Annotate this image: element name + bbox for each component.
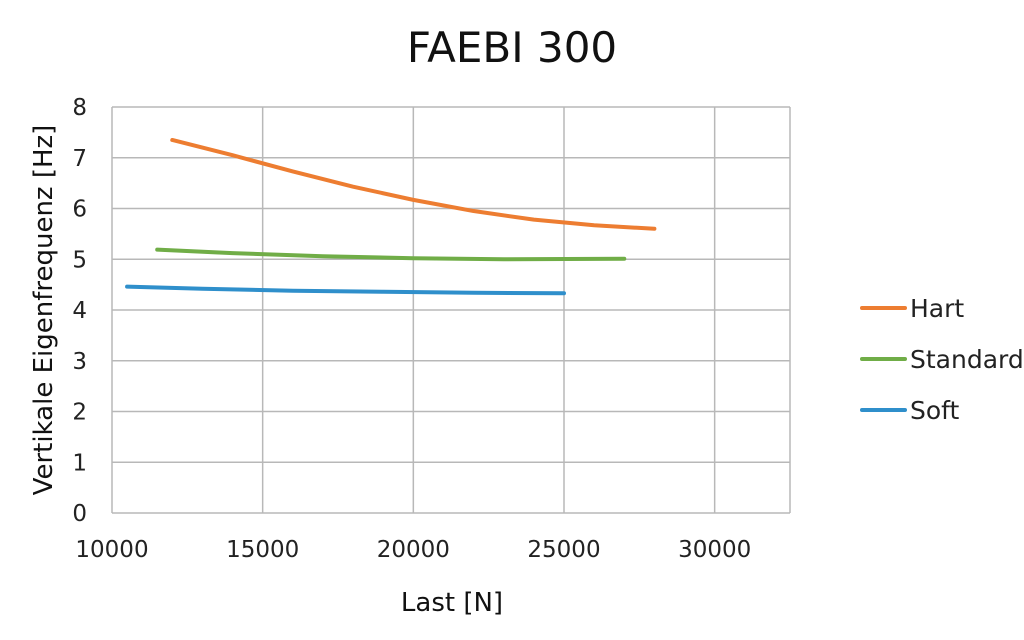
legend-layer: Hart Standard Soft <box>860 294 1024 425</box>
series-line-standard <box>155 247 627 262</box>
x-tick-label: 30000 <box>678 537 751 563</box>
grid-layer <box>111 106 791 514</box>
y-tick-label: 0 <box>72 501 87 527</box>
legend-label-hart: Hart <box>910 294 964 323</box>
y-tick-label: 4 <box>72 298 87 324</box>
series-line-soft <box>125 284 566 296</box>
y-tick-label: 2 <box>72 400 87 426</box>
y-axis-label: Vertikale Eigenfrequenz [Hz] <box>29 125 59 496</box>
series-layer <box>125 137 657 296</box>
x-tick-label: 15000 <box>226 537 299 563</box>
y-tick-label: 7 <box>72 146 87 172</box>
y-tick-label: 5 <box>72 247 87 273</box>
y-tick-label: 6 <box>72 197 87 223</box>
tick-layer: 0 1 2 3 4 5 6 7 8 10000 15000 20000 25000 30000 <box>72 95 751 563</box>
y-tick-label: 3 <box>72 349 87 375</box>
y-tick-label: 1 <box>72 450 87 476</box>
legend-label-soft: Soft <box>910 396 960 425</box>
chart-title: FAEBI 300 <box>407 23 617 72</box>
y-tick-label: 8 <box>72 95 87 121</box>
x-tick-label: 10000 <box>75 537 148 563</box>
x-axis-label: Last [N] <box>401 588 503 618</box>
x-tick-label: 25000 <box>527 537 600 563</box>
x-tick-label: 20000 <box>377 537 450 563</box>
series-line-hart <box>170 137 657 231</box>
legend-label-standard: Standard <box>910 345 1024 374</box>
